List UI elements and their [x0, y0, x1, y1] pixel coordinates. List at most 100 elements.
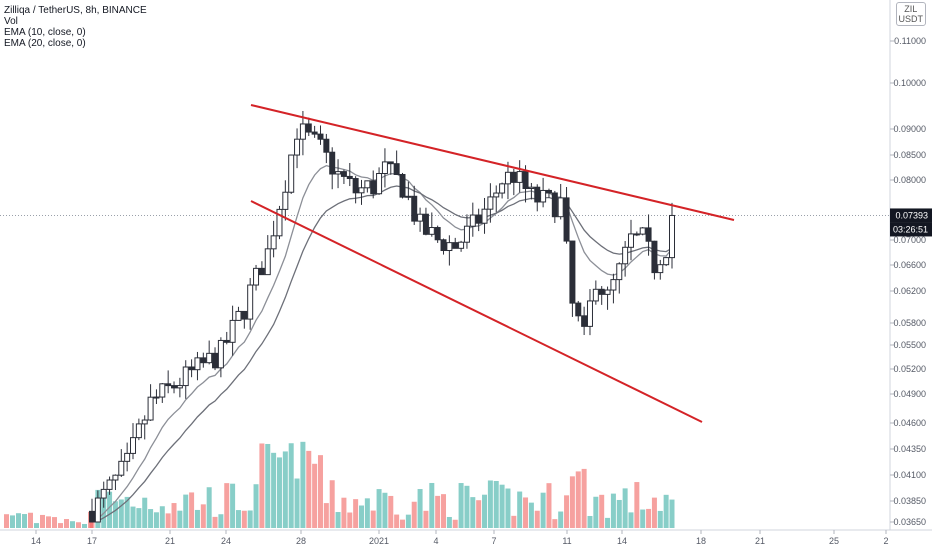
- candle-down: [569, 240, 576, 304]
- volume-bar: [540, 492, 546, 528]
- volume-bar: [558, 511, 564, 528]
- volume-bar: [663, 494, 669, 528]
- time-tick-label: 2: [883, 536, 888, 546]
- candle-down: [551, 192, 558, 218]
- candle-down: [581, 315, 588, 327]
- candle-up: [504, 171, 511, 185]
- volume-bar: [171, 503, 177, 528]
- candle-down: [89, 510, 95, 523]
- price-tick-label: 0.04100: [893, 470, 926, 480]
- volume-bar: [124, 496, 130, 528]
- candle-up: [417, 213, 424, 222]
- candle-down: [399, 173, 406, 198]
- volume-bar: [341, 497, 347, 528]
- candle-up: [493, 192, 500, 198]
- ema20-legend[interactable]: EMA (20, close, 0): [4, 38, 86, 49]
- candle-up: [405, 195, 412, 198]
- trendlines: [250, 104, 735, 423]
- volume-bar: [118, 499, 124, 528]
- candle-up: [604, 289, 611, 295]
- candle-up: [376, 173, 383, 195]
- volume-bar: [230, 483, 236, 528]
- volume-bar: [335, 512, 341, 528]
- volume-bar: [235, 510, 241, 528]
- candle-up: [94, 497, 101, 523]
- volume-bar: [534, 510, 540, 528]
- candle-up: [270, 235, 277, 250]
- price-tick-label: 0.04900: [893, 389, 926, 399]
- volume-bar: [142, 497, 148, 528]
- candle-down: [340, 171, 347, 177]
- volume-bar: [177, 510, 183, 528]
- price-axis: 0.11000 0.10000 0.09000 0.08500 0.08000 0.070…: [889, 0, 926, 530]
- volume-bar: [511, 515, 517, 528]
- candle-up: [288, 154, 295, 193]
- vol-legend[interactable]: Vol: [4, 16, 18, 27]
- candle-up: [147, 396, 154, 421]
- volume-bar: [46, 516, 51, 528]
- volume-bar: [224, 483, 230, 528]
- candle-down: [393, 163, 400, 175]
- candle-down: [534, 186, 541, 203]
- candle-up: [112, 474, 119, 481]
- candle-up: [364, 180, 371, 189]
- price-tick-label: 0.06200: [893, 286, 926, 296]
- candle-down: [575, 302, 582, 317]
- volume-bar: [476, 500, 482, 528]
- volume-bar: [259, 443, 265, 528]
- volume-bar: [34, 523, 39, 528]
- time-tick-label: 14: [31, 536, 41, 546]
- volume-bar: [435, 495, 441, 528]
- volume-bar: [10, 515, 15, 528]
- candle-down: [563, 197, 570, 242]
- volume-bar: [271, 452, 277, 528]
- candle-down: [633, 233, 640, 236]
- volume-bar: [112, 501, 118, 528]
- volume-bar: [136, 508, 142, 528]
- candle-up: [335, 171, 342, 175]
- candle-up: [124, 452, 131, 462]
- candle-down: [645, 227, 652, 242]
- currency-unit-box[interactable]: ZIL USDT: [895, 2, 926, 26]
- volume-bar: [616, 499, 622, 528]
- candle-down: [475, 214, 482, 224]
- volume-bar: [651, 497, 657, 528]
- time-axis: 14 17 21 24 28 2021 4 7 11 14 18 21 25 2: [0, 529, 932, 546]
- time-tick-label: 21: [165, 536, 175, 546]
- volume-bar: [16, 513, 21, 528]
- ema10-legend[interactable]: EMA (10, close, 0): [4, 27, 86, 38]
- volume-bar: [241, 510, 247, 528]
- symbol-title[interactable]: Zilliqa / TetherUS, 8h, BINANCE: [4, 5, 147, 16]
- price-tick-label: 0.06600: [893, 260, 926, 270]
- candle-down: [311, 131, 318, 135]
- volume-bar: [288, 443, 294, 528]
- candle-down: [598, 288, 605, 295]
- candle-down: [329, 151, 336, 175]
- candle-up: [487, 196, 494, 210]
- candle-down: [387, 161, 394, 165]
- volume-bar: [206, 487, 212, 528]
- volume-bar: [4, 514, 9, 528]
- volume-bar: [370, 510, 376, 528]
- volume-bar: [22, 514, 27, 528]
- candle-up: [639, 227, 646, 235]
- volume-bar: [101, 494, 107, 528]
- volume-bar: [312, 463, 318, 528]
- countdown-label: 03:26:51: [893, 224, 928, 234]
- candle-up: [299, 123, 306, 140]
- volume-bar: [165, 513, 171, 528]
- candle-down: [317, 133, 324, 140]
- price-tick-label: 0.09000: [893, 124, 926, 134]
- time-tick-label: 7: [491, 536, 496, 546]
- candle-up: [358, 187, 365, 194]
- volume-bar: [411, 501, 417, 528]
- volume-bar: [276, 457, 282, 528]
- volume-bar: [517, 491, 523, 528]
- volume-bar: [130, 506, 136, 528]
- volume-bar: [194, 509, 200, 528]
- last-price-label: 0.07393: [895, 210, 928, 220]
- volume-bar: [452, 519, 458, 528]
- volume-bar: [528, 502, 534, 528]
